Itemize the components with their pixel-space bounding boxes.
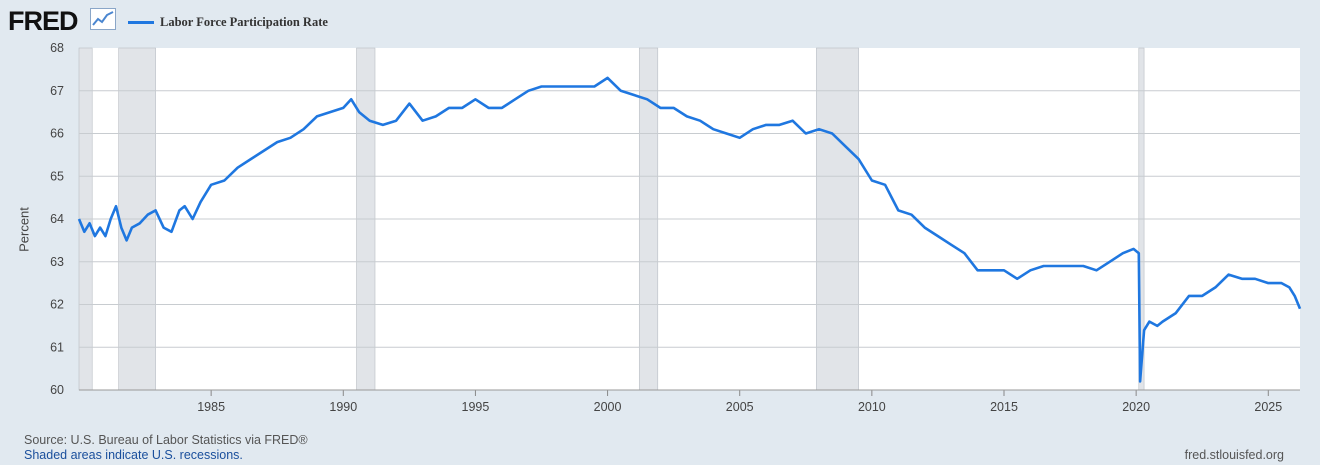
y-tick-label-62: 62 xyxy=(50,298,64,312)
legend: Labor Force Participation Rate xyxy=(128,15,328,30)
header: FRED Labor Force Participation Rate xyxy=(8,4,608,36)
x-tick-label-2010: 2010 xyxy=(858,400,886,414)
x-tick-label-2000: 2000 xyxy=(594,400,622,414)
x-tick-label-2020: 2020 xyxy=(1122,400,1150,414)
legend-label[interactable]: Labor Force Participation Rate xyxy=(160,15,328,29)
y-tick-label-68: 68 xyxy=(50,41,64,55)
gridlines xyxy=(79,90,1300,348)
y-tick-label-66: 66 xyxy=(50,127,64,141)
site-link[interactable]: fred.stlouisfed.org xyxy=(1184,448,1284,462)
x-tick-label-2025: 2025 xyxy=(1254,400,1282,414)
y-axis-ticks: 60 61 62 63 64 65 66 67 68 xyxy=(50,41,64,397)
x-tick-label-1985: 1985 xyxy=(197,400,225,414)
series-line-labor-force-participation-rate xyxy=(77,76,1302,383)
line-chart: 60 61 62 63 64 65 66 67 68 1985 1990 1995 2000 2005 2… xyxy=(50,41,1302,414)
y-tick-label-64: 64 xyxy=(50,212,64,226)
x-axis-ticks: 1985 1990 1995 2000 2005 2010 2015 2020 2025 xyxy=(79,389,1300,414)
y-tick-label-65: 65 xyxy=(50,169,64,183)
y-tick-label-63: 63 xyxy=(50,255,64,269)
chart-line-icon xyxy=(90,8,116,30)
x-tick-label-1995: 1995 xyxy=(462,400,490,414)
x-tick-label-2015: 2015 xyxy=(990,400,1018,414)
y-tick-label-67: 67 xyxy=(50,84,64,98)
y-tick-label-61: 61 xyxy=(50,340,64,354)
y-tick-label-60: 60 xyxy=(50,383,64,397)
x-tick-label-2005: 2005 xyxy=(726,400,754,414)
footer-source: Source: U.S. Bureau of Labor Statistics … xyxy=(24,433,308,463)
x-tick-label-1990: 1990 xyxy=(329,400,357,414)
source-text: Source: U.S. Bureau of Labor Statistics … xyxy=(24,433,308,447)
legend-swatch xyxy=(128,21,154,24)
fred-logo[interactable]: FRED xyxy=(8,6,78,36)
recession-note: Shaded areas indicate U.S. recessions. xyxy=(24,448,243,462)
